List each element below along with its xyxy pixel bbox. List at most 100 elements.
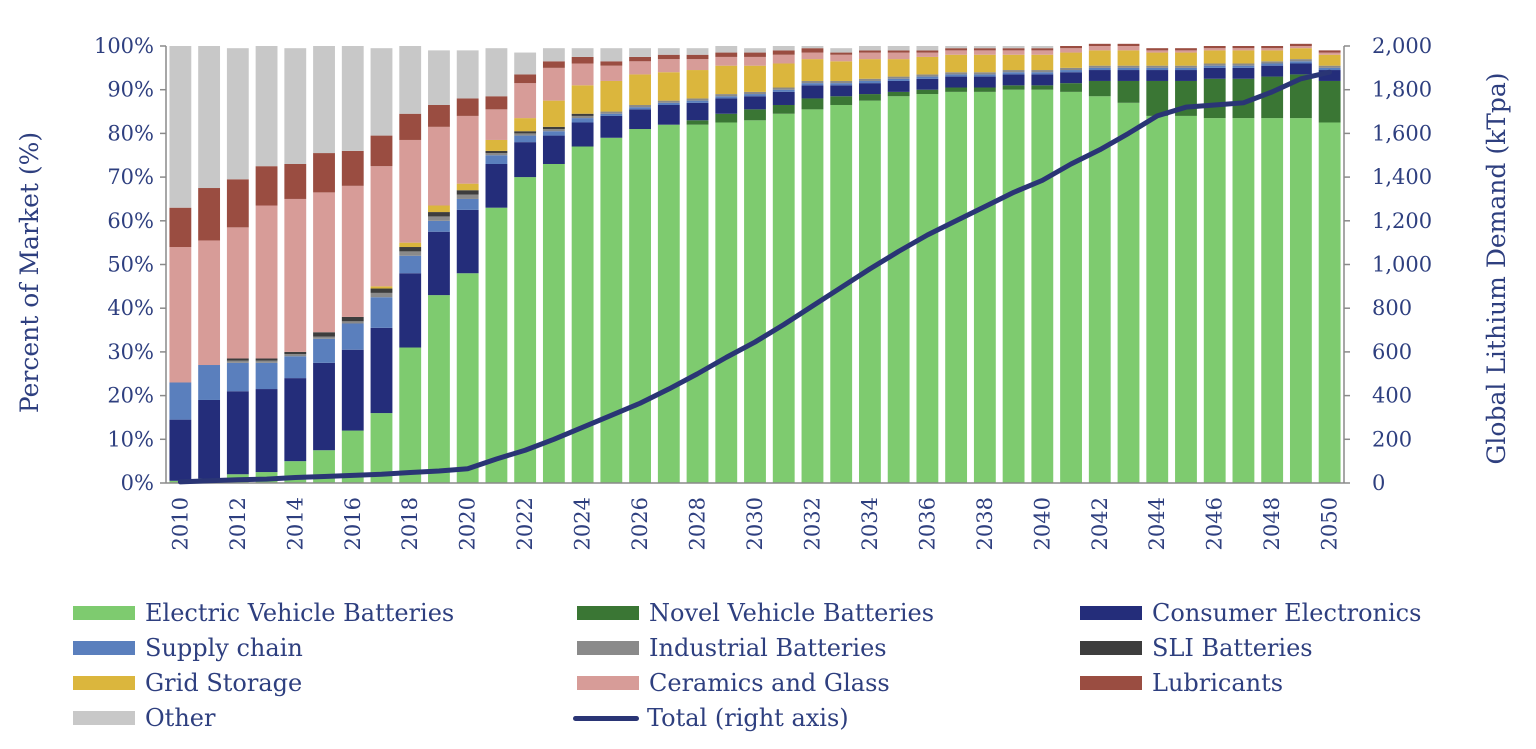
- bar-segment: [1117, 70, 1140, 81]
- bar-segment: [686, 54, 709, 60]
- bar-segment: [284, 356, 307, 379]
- bar-segment: [1060, 46, 1082, 49]
- bar-segment: [772, 46, 795, 51]
- bar-segment: [1117, 67, 1140, 71]
- bar-segment: [399, 255, 422, 274]
- bar-segment: [916, 56, 939, 75]
- bar-segment: [945, 76, 968, 88]
- bar-segment: [428, 50, 450, 105]
- bar-segment: [456, 194, 479, 199]
- bar-segment: [370, 413, 393, 483]
- bar-segment: [456, 209, 479, 274]
- legend-item-other: Other: [73, 703, 215, 733]
- bar-segment: [657, 105, 680, 125]
- bar-segment: [198, 46, 221, 189]
- bar-segment: [600, 111, 623, 114]
- bar-segment: [399, 347, 422, 483]
- bar-segment: [1146, 80, 1169, 116]
- bar-segment: [1289, 63, 1312, 75]
- bar-segment: [485, 155, 508, 164]
- bar-segment: [772, 87, 795, 90]
- bar-segment: [1318, 52, 1341, 55]
- bar-segment: [629, 105, 651, 108]
- bar-segment: [399, 273, 422, 348]
- bar-segment: [1088, 67, 1111, 71]
- bar-segment: [341, 321, 364, 324]
- bar-segment: [772, 50, 795, 55]
- bar-segment: [830, 85, 853, 97]
- bar-segment: [1203, 48, 1226, 51]
- bar-segment: [686, 48, 709, 55]
- bar-segment: [255, 362, 278, 390]
- legend-line-swatch: [573, 715, 639, 721]
- bar-segment: [341, 430, 364, 483]
- bar-segment: [657, 102, 680, 105]
- bar-segment: [887, 78, 910, 81]
- y2-tick-label: 1,800: [1372, 78, 1432, 102]
- bar-segment: [1146, 65, 1169, 68]
- x-tick-label: 2022: [513, 497, 537, 550]
- bar-segment: [1175, 67, 1197, 71]
- legend-swatch: [73, 606, 135, 620]
- bar-segment: [1203, 78, 1226, 119]
- x-tick-label: 2014: [283, 497, 307, 550]
- bar-segment: [1088, 65, 1111, 68]
- y-tick-label: 50%: [107, 253, 154, 277]
- bar-segment: [370, 288, 393, 293]
- bar-segment: [542, 67, 565, 101]
- y2-tick-label: 0: [1372, 471, 1385, 495]
- bar-segment: [456, 190, 479, 195]
- bar-segment: [945, 48, 968, 51]
- bar-segment: [226, 358, 249, 361]
- bar-segment: [1117, 65, 1140, 68]
- bar-segment: [744, 96, 766, 110]
- bar-segment: [1175, 115, 1197, 484]
- bar-segment: [1232, 67, 1255, 79]
- x-tick-label: 2048: [1260, 497, 1284, 550]
- x-tick-label: 2038: [973, 497, 997, 550]
- bar-segment: [916, 89, 939, 95]
- bar-segment: [428, 220, 450, 232]
- y-tick-label: 80%: [107, 121, 154, 145]
- bar-segment: [399, 251, 422, 256]
- bar-segment: [1060, 67, 1082, 71]
- bar-segment: [1117, 80, 1140, 103]
- bar-segment: [859, 100, 881, 484]
- bar-segment: [744, 109, 766, 121]
- bar-segment: [1088, 43, 1111, 46]
- bar-segment: [715, 65, 738, 95]
- x-tick-label: 2016: [341, 497, 365, 550]
- bar-segment: [456, 115, 479, 184]
- bar-segment: [169, 207, 192, 248]
- bar-segment: [801, 80, 824, 84]
- bar-segment: [1261, 50, 1284, 62]
- x-tick-label: 2042: [1088, 497, 1112, 550]
- bar-segment: [859, 50, 881, 53]
- legend-swatch: [577, 641, 639, 655]
- bar-segment: [887, 96, 910, 483]
- bar-segment: [284, 48, 307, 164]
- bar-segment: [830, 48, 853, 53]
- bar-segment: [226, 362, 249, 392]
- bar-segment: [657, 54, 680, 60]
- bar-segment: [657, 72, 680, 101]
- bar-segment: [801, 52, 824, 60]
- bar-segment: [859, 52, 881, 60]
- bar-segment: [169, 419, 192, 481]
- bar-segment: [657, 48, 680, 55]
- bar-segment: [1031, 85, 1054, 90]
- bar-segment: [284, 351, 307, 355]
- bar-segment: [916, 46, 939, 51]
- bar-segment: [686, 124, 709, 483]
- bar-segment: [514, 135, 537, 143]
- bar-segment: [1088, 96, 1111, 483]
- bar-segment: [1232, 78, 1255, 119]
- bar-segment: [1261, 118, 1284, 484]
- bar-segment: [801, 48, 824, 53]
- bar-segment: [657, 124, 680, 483]
- bar-segment: [1146, 67, 1169, 71]
- bar-segment: [514, 131, 537, 134]
- x-tick-label: 2036: [915, 497, 939, 550]
- bar-segment: [255, 389, 278, 473]
- legend-item-supply-chain: Supply chain: [73, 633, 303, 663]
